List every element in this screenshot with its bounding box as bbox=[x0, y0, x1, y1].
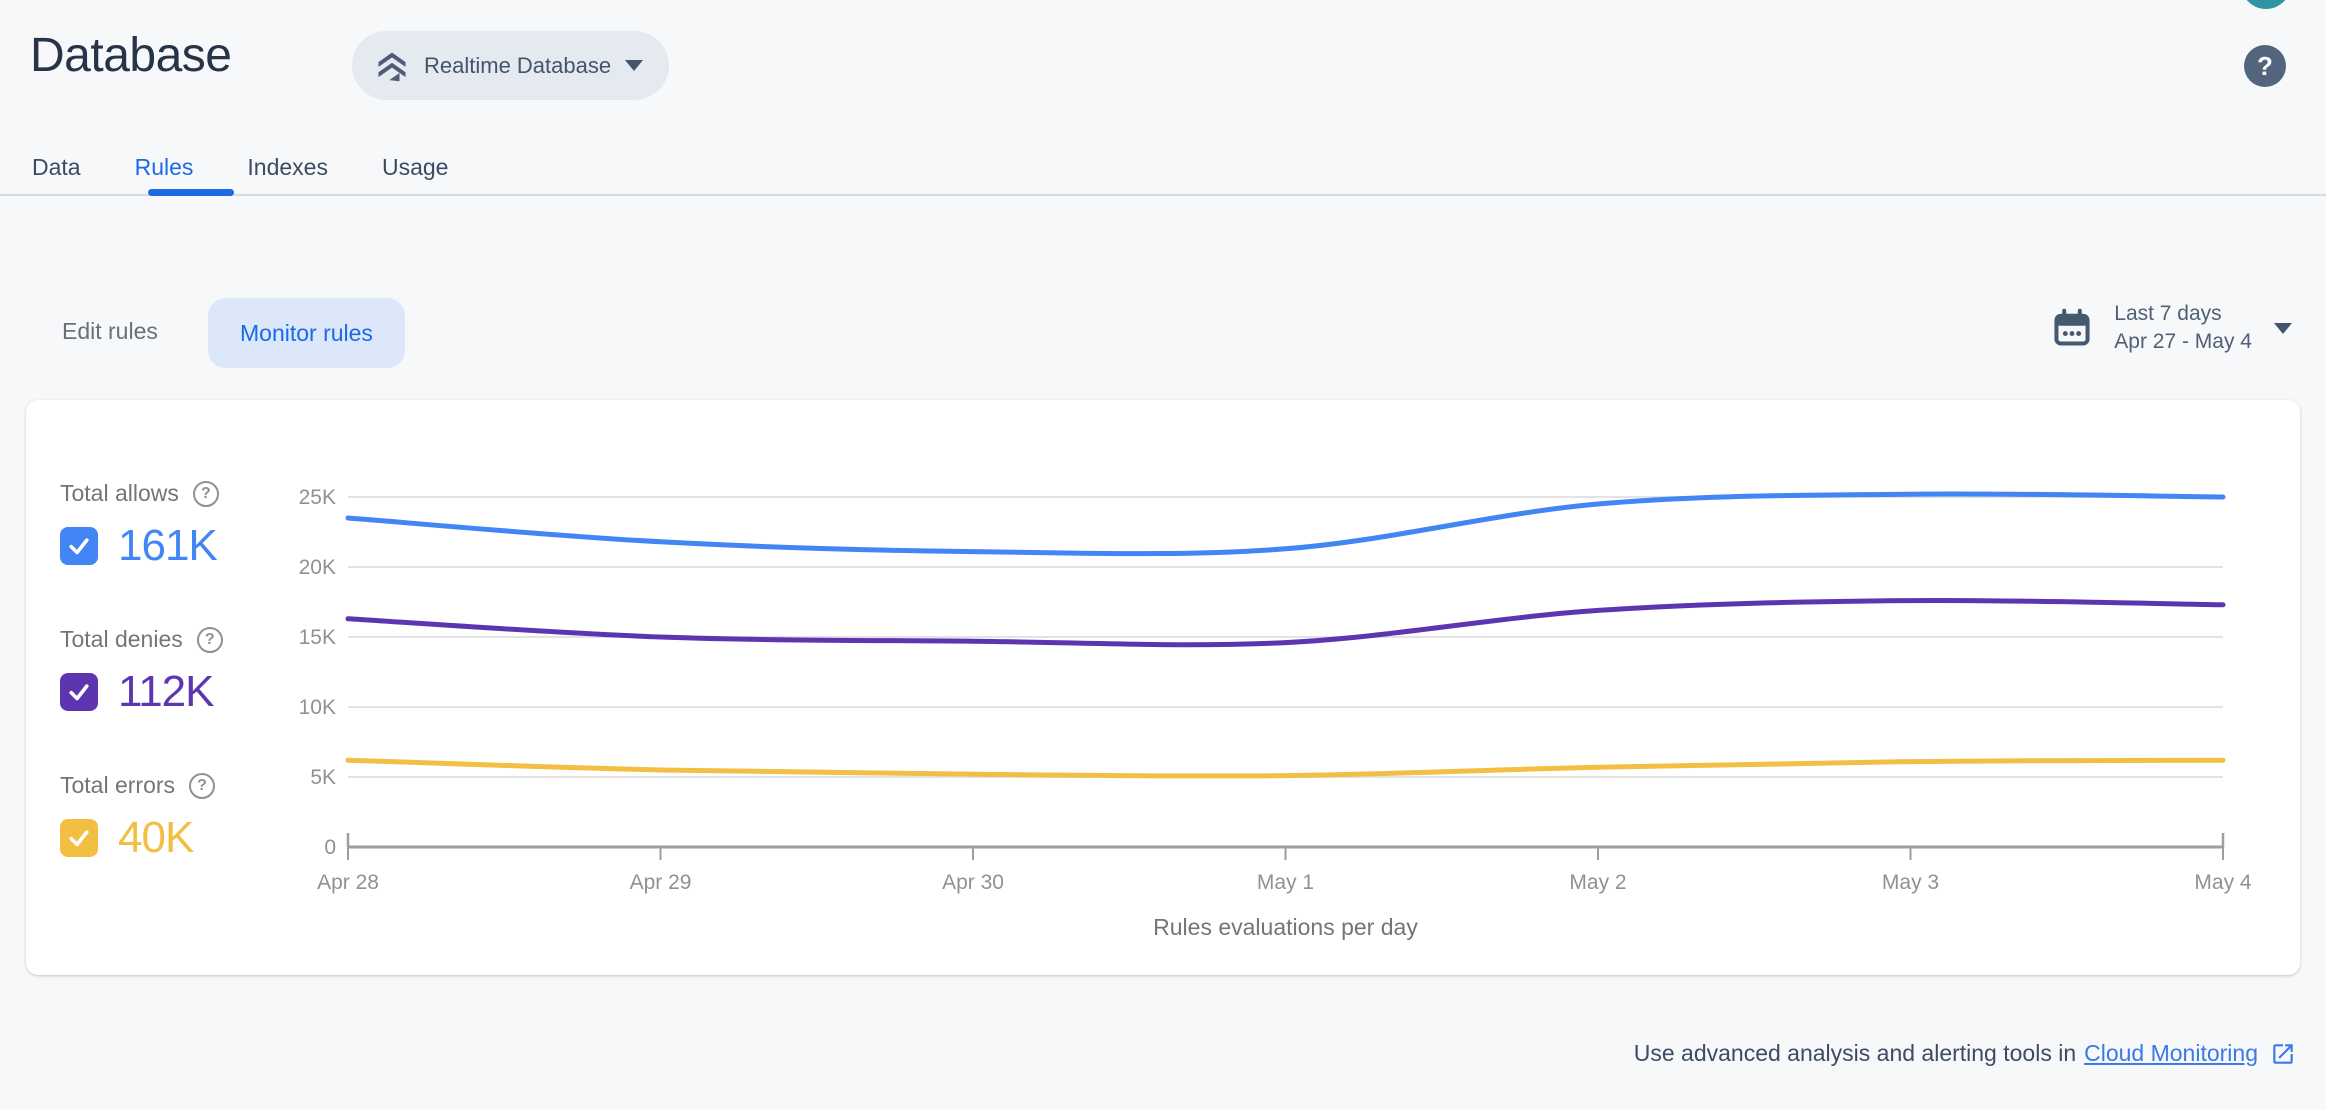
footer-note: Use advanced analysis and alerting tools… bbox=[1634, 1040, 2296, 1067]
check-icon bbox=[69, 684, 89, 701]
chevron-down-icon bbox=[625, 60, 644, 71]
database-selector[interactable]: Realtime Database bbox=[352, 31, 670, 100]
rules-evaluations-chart: 0 5K 10K 15K 20K 25K Apr 28 Apr 29 Apr 30 May 1 Ma… bbox=[299, 486, 2252, 940]
svg-text:Rules evaluations per day: Rules evaluations per day bbox=[1153, 914, 1418, 940]
realtime-database-icon bbox=[378, 52, 406, 81]
check-icon bbox=[69, 830, 89, 847]
legend-item-allows: Total allows ? 161K bbox=[60, 480, 219, 571]
help-icon: ? bbox=[2257, 50, 2273, 81]
legend-label-allows: Total allows bbox=[60, 480, 179, 506]
svg-text:May 3: May 3 bbox=[1882, 871, 1939, 894]
tab-bar: Data Rules Indexes Usage bbox=[0, 140, 2326, 196]
help-button[interactable]: ? bbox=[2244, 45, 2286, 87]
monitor-rules-button[interactable]: Monitor rules bbox=[208, 298, 405, 368]
legend-label-errors: Total errors bbox=[60, 772, 176, 798]
database-selector-label: Realtime Database bbox=[424, 52, 612, 78]
svg-text:5K: 5K bbox=[310, 766, 336, 789]
svg-text:15K: 15K bbox=[299, 626, 336, 649]
svg-text:May 4: May 4 bbox=[2194, 871, 2252, 894]
date-range-caret-icon bbox=[2274, 322, 2292, 334]
allows-help-icon[interactable]: ? bbox=[192, 480, 219, 507]
svg-text:Apr 30: Apr 30 bbox=[942, 871, 1004, 894]
svg-text:May 1: May 1 bbox=[1257, 871, 1314, 894]
external-link-icon[interactable] bbox=[2270, 1041, 2296, 1067]
check-icon bbox=[69, 538, 89, 555]
tab-rules[interactable]: Rules bbox=[134, 153, 194, 180]
calendar-icon bbox=[2054, 308, 2090, 346]
edit-rules-button[interactable]: Edit rules bbox=[62, 318, 158, 344]
tab-usage[interactable]: Usage bbox=[381, 153, 449, 180]
active-tab-indicator bbox=[148, 189, 234, 196]
footer-text: Use advanced analysis and alerting tools… bbox=[1633, 1040, 2077, 1066]
tab-indexes[interactable]: Indexes bbox=[247, 153, 328, 180]
allows-checkbox[interactable] bbox=[60, 527, 98, 565]
avatar[interactable] bbox=[2241, 0, 2291, 9]
svg-text:10K: 10K bbox=[299, 696, 336, 719]
svg-text:25K: 25K bbox=[299, 486, 336, 509]
errors-value: 40K bbox=[118, 813, 194, 862]
svg-text:0: 0 bbox=[324, 836, 336, 859]
denies-help-icon[interactable]: ? bbox=[196, 626, 223, 653]
date-range-dates: Apr 27 - May 4 bbox=[2114, 330, 2252, 353]
legend-item-denies: Total denies ? 112K bbox=[60, 626, 223, 717]
page-title: Database bbox=[30, 29, 232, 82]
svg-text:Apr 29: Apr 29 bbox=[630, 871, 692, 894]
svg-text:Apr 28: Apr 28 bbox=[317, 871, 379, 894]
date-range-selector[interactable]: Last 7 days Apr 27 - May 4 bbox=[2052, 300, 2292, 356]
legend-label-denies: Total denies bbox=[60, 626, 183, 652]
errors-help-icon[interactable]: ? bbox=[189, 772, 216, 799]
denies-checkbox[interactable] bbox=[60, 673, 98, 711]
tab-data[interactable]: Data bbox=[32, 153, 81, 180]
legend-item-errors: Total errors ? 40K bbox=[60, 772, 216, 863]
cloud-monitoring-link[interactable]: Cloud Monitoring bbox=[2084, 1040, 2258, 1066]
denies-value: 112K bbox=[118, 667, 214, 716]
svg-text:20K: 20K bbox=[299, 556, 336, 579]
chart-card: Total allows ? 161K Total denies ? 112K bbox=[26, 400, 2300, 975]
date-range-preset: Last 7 days bbox=[2114, 302, 2222, 325]
svg-text:May 2: May 2 bbox=[1569, 871, 1626, 894]
allows-value: 161K bbox=[118, 521, 218, 570]
errors-checkbox[interactable] bbox=[60, 819, 98, 857]
